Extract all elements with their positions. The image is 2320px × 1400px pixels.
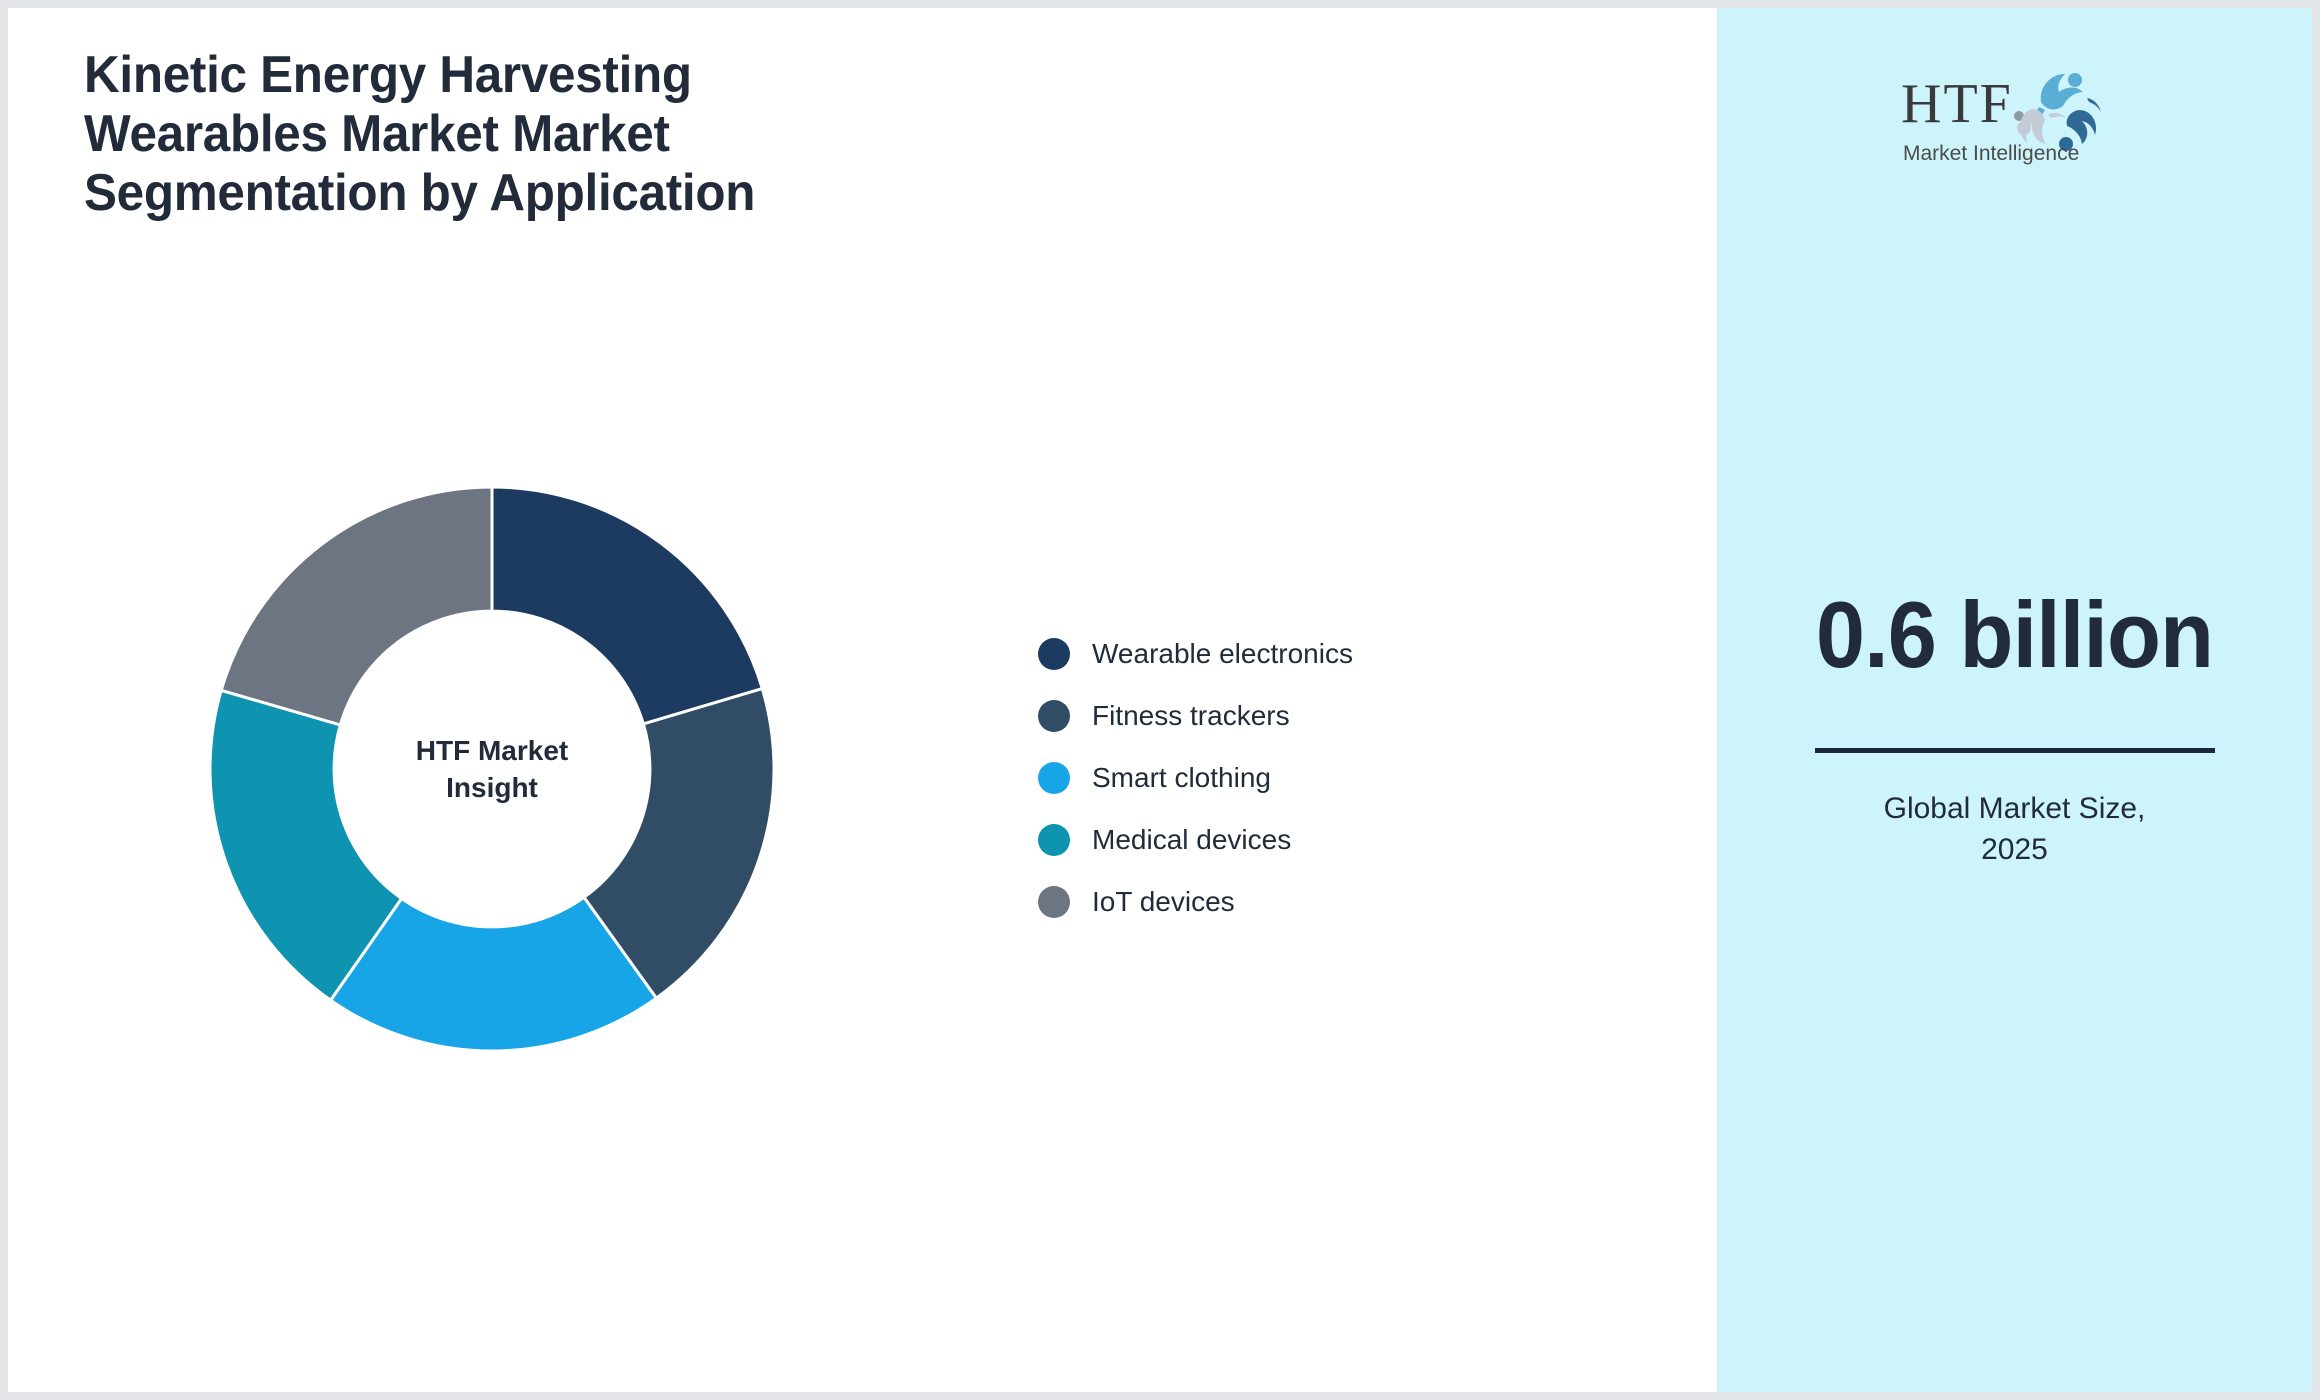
legend-swatch-icon: [1038, 762, 1070, 794]
legend-swatch-icon: [1038, 886, 1070, 918]
donut-slice: [328, 895, 659, 1053]
legend-item-label: Fitness trackers: [1092, 700, 1290, 731]
legend-item-label: Smart clothing: [1092, 762, 1271, 793]
donut-slice: [219, 485, 494, 727]
market-size-value: 0.6 billion: [1815, 582, 2214, 687]
chart-legend: Wearable electronics Fitness trackers Sm…: [1038, 633, 1353, 923]
stat-divider: [1814, 748, 2215, 753]
infographic-card: Kinetic Energy Harvesting Wearables Mark…: [8, 8, 2312, 1392]
legend-item-medical-devices: Medical devices: [1038, 819, 1353, 861]
donut-chart: HTF Market Insight: [204, 481, 780, 1057]
market-size-caption: Global Market Size, 2025: [1717, 789, 2312, 871]
htf-logo: HTF: [1897, 60, 2133, 168]
summary-pane: HTF: [1717, 8, 2312, 1392]
legend-item-wearable-electronics: Wearable electronics: [1038, 633, 1353, 675]
content-pane: Kinetic Energy Harvesting Wearables Mark…: [8, 8, 1717, 1392]
legend-item-label: Wearable electronics: [1092, 638, 1353, 669]
donut-slice: [581, 686, 776, 1001]
page-title: Kinetic Energy Harvesting Wearables Mark…: [84, 46, 756, 222]
legend-item-fitness-trackers: Fitness trackers: [1038, 695, 1353, 737]
legend-item-label: Medical devices: [1092, 824, 1292, 855]
htf-logo-tagline: Market Intelligence: [1903, 142, 2079, 165]
legend-swatch-icon: [1038, 638, 1070, 670]
legend-swatch-icon: [1038, 824, 1070, 856]
htf-emblem-icon: [2016, 73, 2101, 151]
donut-chart-svg: [208, 485, 776, 1053]
htf-wordmark: HTF: [1901, 73, 2013, 135]
htf-logo-svg: HTF: [1901, 73, 2101, 165]
donut-slice: [490, 485, 765, 726]
legend-swatch-icon: [1038, 700, 1070, 732]
market-size-stat: 0.6 billion Global Market Size, 2025: [1717, 588, 2312, 871]
donut-slice: [208, 688, 404, 1003]
legend-item-label: IoT devices: [1092, 886, 1235, 917]
market-size-caption-line2: 2025: [1981, 832, 2048, 866]
market-size-caption-line1: Global Market Size,: [1883, 792, 2146, 825]
legend-item-iot-devices: IoT devices: [1038, 881, 1353, 923]
legend-item-smart-clothing: Smart clothing: [1038, 757, 1353, 799]
htf-dot-icon: [2013, 111, 2024, 121]
